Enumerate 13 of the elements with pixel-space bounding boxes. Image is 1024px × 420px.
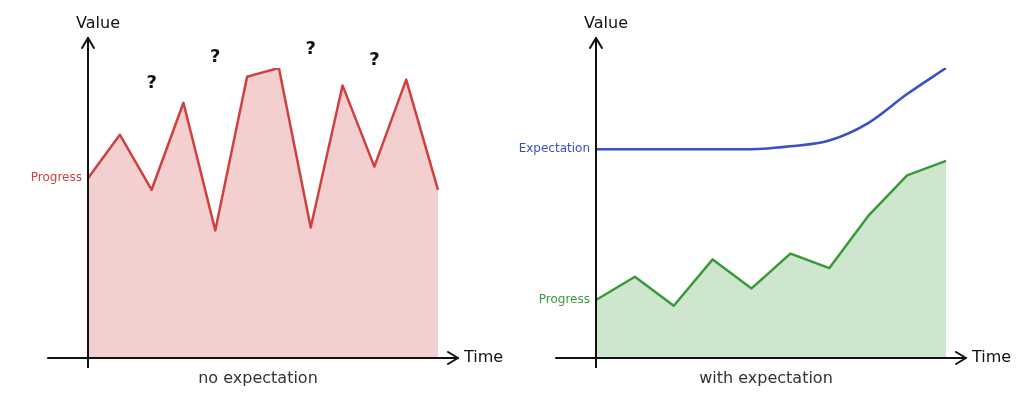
- text: ?: [305, 36, 316, 58]
- text: no expectation: [197, 368, 319, 387]
- series-label: Progress: [30, 170, 82, 185]
- x-axis-title: Time: [463, 347, 504, 367]
- annotation: ?: [146, 71, 157, 93]
- text: ?: [210, 45, 221, 67]
- series-label: Progress: [538, 292, 590, 307]
- annotation: ?: [369, 48, 380, 70]
- y-axis-title: Value: [76, 13, 120, 33]
- y-axis-title: Value: [584, 13, 628, 33]
- series-label: Expectation: [518, 141, 590, 156]
- text: with expectation: [698, 368, 834, 387]
- x-axis-title: Time: [971, 347, 1012, 367]
